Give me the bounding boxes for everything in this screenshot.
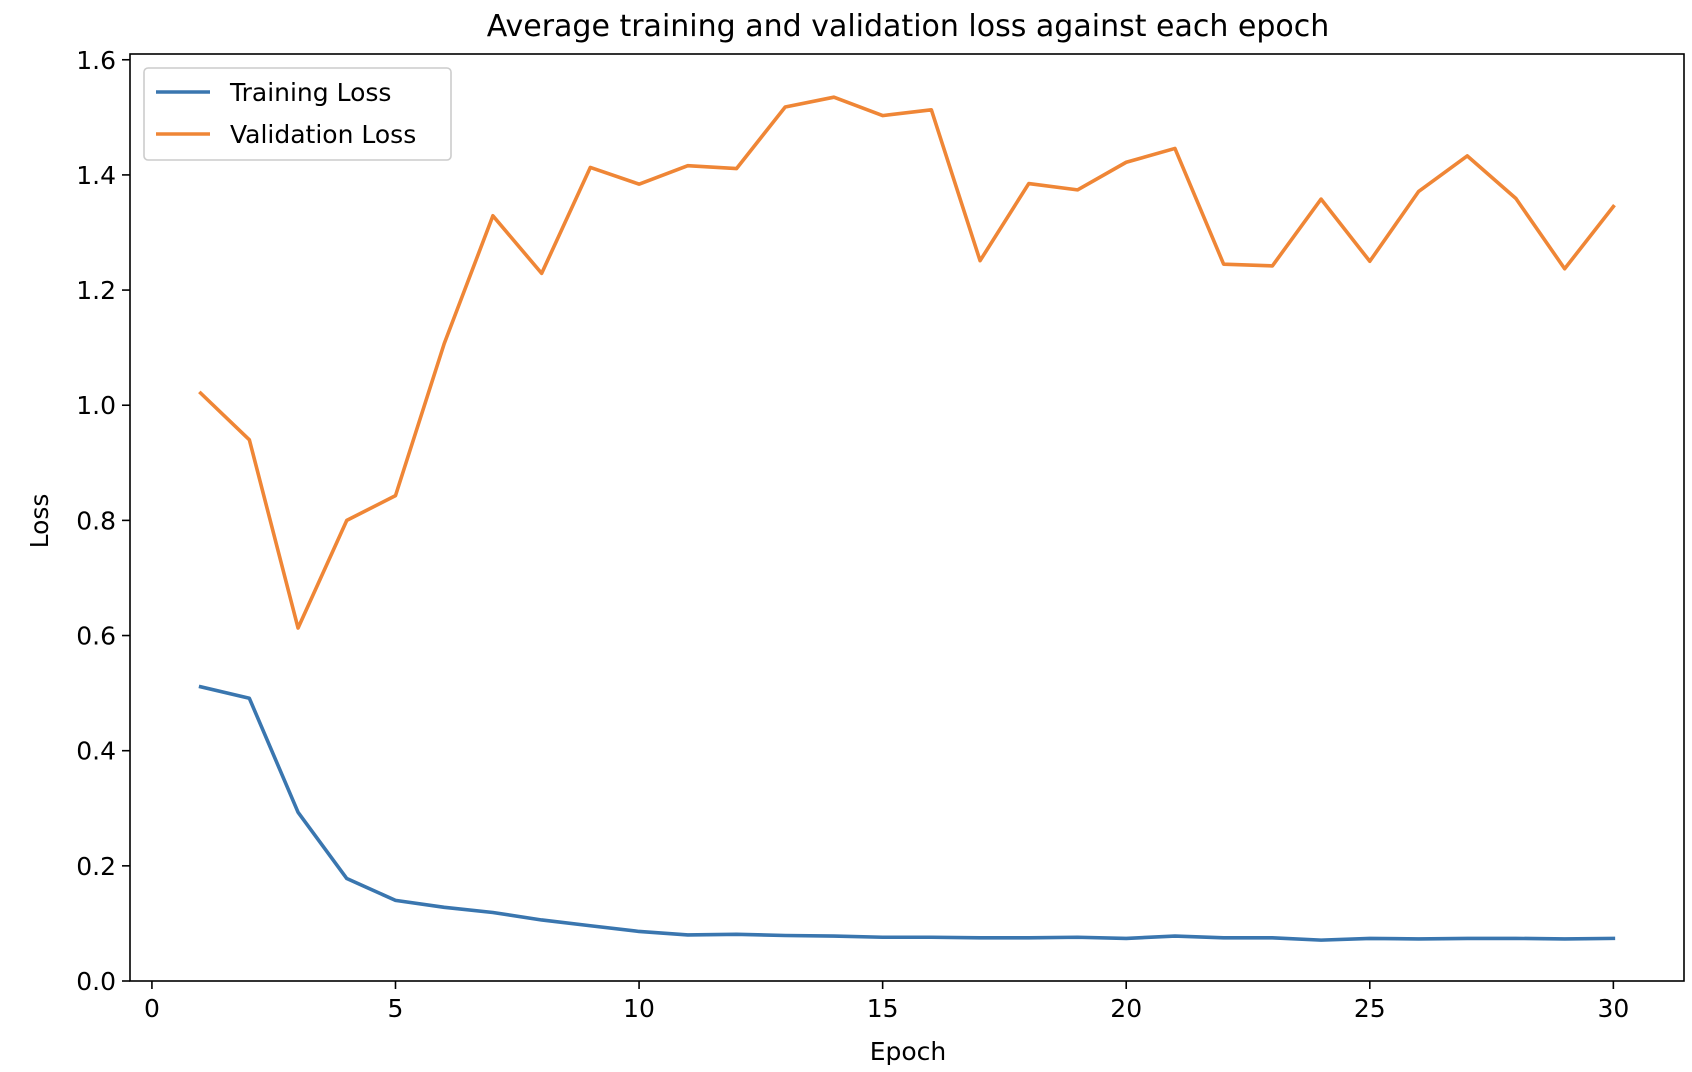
legend-label: Training Loss — [229, 78, 391, 107]
y-axis-title: Loss — [25, 494, 54, 549]
y-tick-label: 1.0 — [76, 391, 116, 420]
legend: Training Loss Validation Loss — [143, 67, 452, 161]
x-tick-label: 20 — [1110, 994, 1142, 1023]
y-tick-label: 1.6 — [76, 46, 116, 75]
y-tick-label: 1.2 — [76, 276, 116, 305]
y-tick-label: 0.8 — [76, 506, 116, 535]
series-line-training-loss — [198, 684, 1616, 942]
plot-frame — [129, 53, 1685, 982]
y-tick-label: 0.2 — [76, 852, 116, 881]
x-axis-title: Epoch — [870, 1037, 947, 1066]
x-tick-label: 25 — [1354, 994, 1386, 1023]
x-tick-label: 10 — [623, 994, 655, 1023]
chart-title: Average training and validation loss aga… — [487, 9, 1330, 44]
plot-area — [129, 53, 1685, 982]
x-tick-label: 5 — [388, 994, 404, 1023]
x-tick-label: 30 — [1597, 994, 1629, 1023]
y-axis: 0.0 0.2 0.4 0.6 0.8 1.0 1.2 1.4 1.6 — [76, 46, 130, 996]
x-axis: 0 5 10 15 20 25 30 — [144, 981, 1629, 1023]
y-tick-label: 0.0 — [76, 967, 116, 996]
y-tick-label: 0.6 — [76, 622, 116, 651]
series-line-validation-loss — [198, 95, 1616, 630]
legend-box — [143, 67, 452, 161]
y-tick-label: 1.4 — [76, 161, 116, 190]
y-tick-label: 0.4 — [76, 737, 116, 766]
series-layer — [198, 95, 1616, 942]
legend-label: Validation Loss — [230, 120, 416, 149]
x-tick-label: 0 — [144, 994, 160, 1023]
x-tick-label: 15 — [867, 994, 899, 1023]
